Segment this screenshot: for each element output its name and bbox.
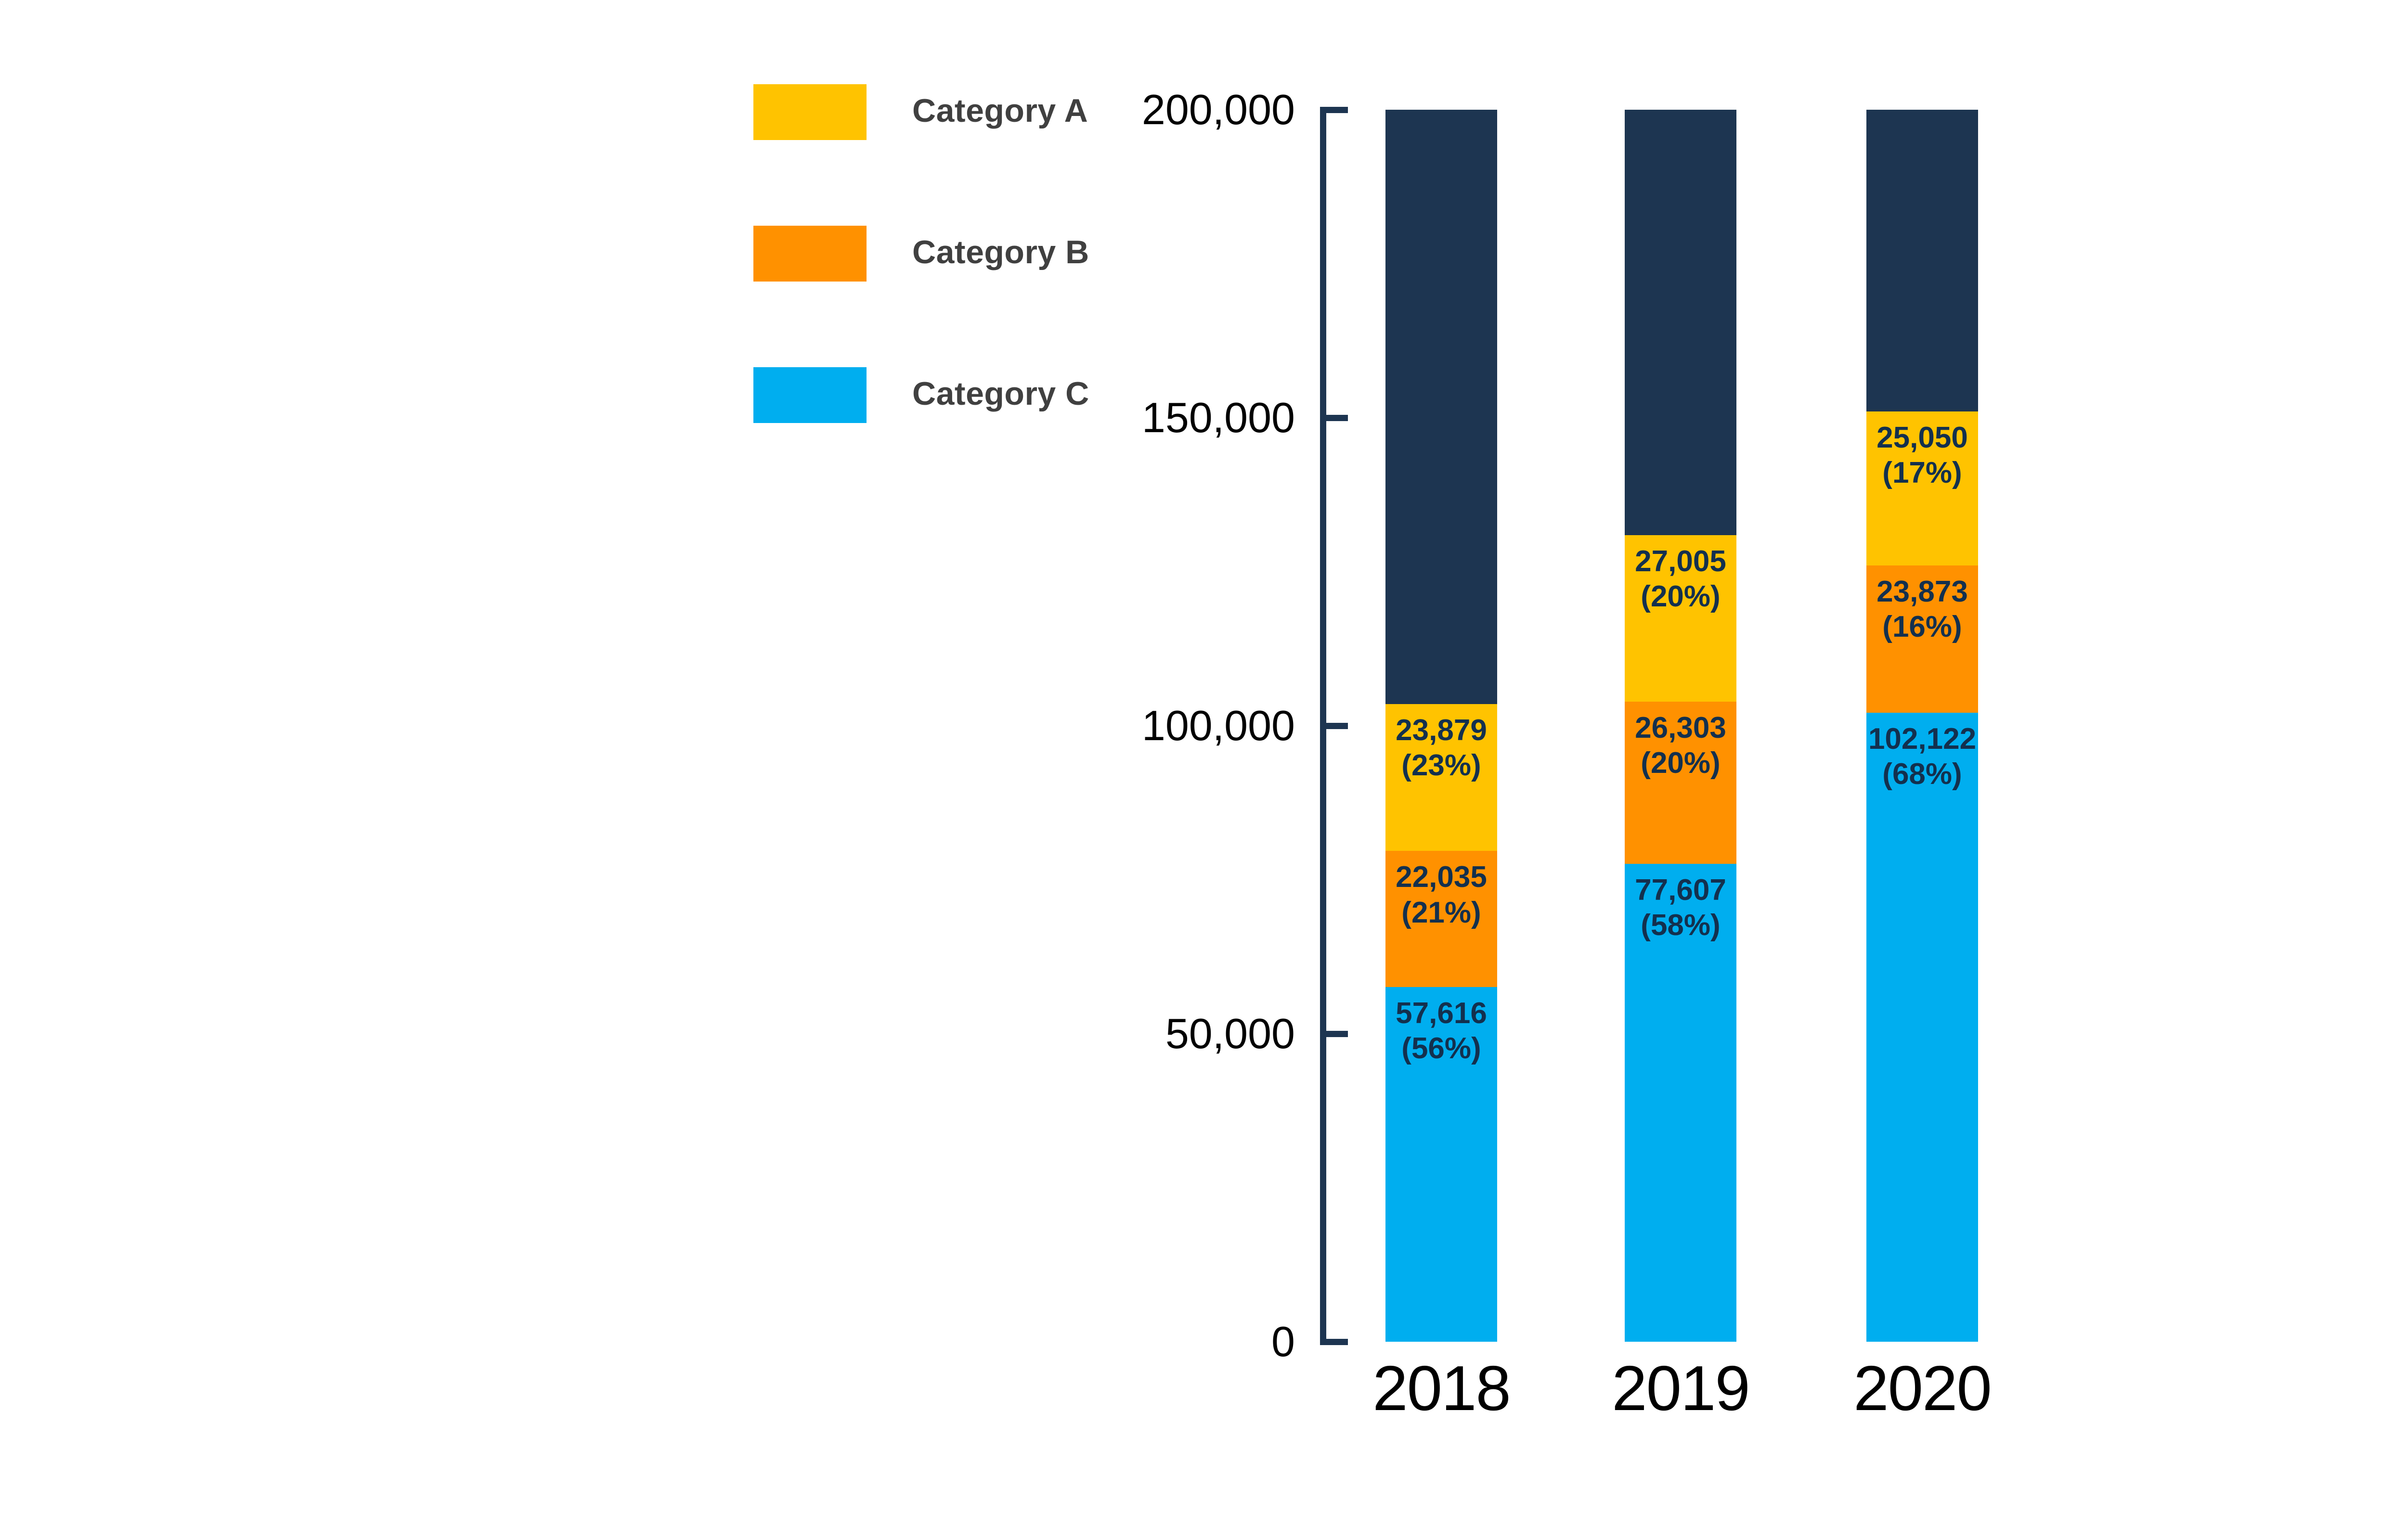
y-axis-tick-mark (1320, 723, 1348, 729)
bar-segment-label: 77,607 (58%) (1625, 873, 1736, 943)
bar-segment-percent: (68%) (1882, 757, 1962, 791)
y-axis-tick-mark (1320, 1339, 1348, 1345)
bar-segment-value: 77,607 (1635, 873, 1726, 907)
bar-segment-percent: (17%) (1882, 456, 1962, 489)
legend-item-label: Category B (912, 234, 1089, 270)
bar-segment-percent: (16%) (1882, 610, 1962, 644)
bar-segment-value: 22,035 (1396, 860, 1487, 894)
bar-segment[interactable] (1385, 110, 1497, 704)
stacked-bar[interactable]: 25,050 (17%) 23,873 (16%) 102,122 (68%) (1866, 110, 1978, 1342)
bar-segment-value: 23,873 (1876, 575, 1968, 609)
bar-segment-label: 57,616 (56%) (1385, 996, 1497, 1066)
bar-segment[interactable]: 26,303 (20%) (1625, 701, 1736, 864)
bar-segment-percent: (23%) (1401, 748, 1481, 782)
y-axis-tick-label: 100,000 (1141, 702, 1295, 749)
y-axis-tick-label: 200,000 (1141, 86, 1295, 133)
bar-segment-value: 25,050 (1876, 421, 1968, 454)
bar-segment-percent: (21%) (1401, 896, 1481, 929)
y-axis-tick-mark (1320, 1031, 1348, 1037)
bar-segment[interactable]: 102,122 (68%) (1866, 712, 1978, 1342)
bar-group[interactable]: 27,005 (20%) 26,303 (20%) 77,607 (58%) (1625, 110, 1736, 1342)
bar-segment[interactable]: 27,005 (20%) (1625, 535, 1736, 702)
y-axis-tick-label: 50,000 (1165, 1010, 1295, 1057)
bar-segment-value: 26,303 (1635, 711, 1726, 744)
legend-swatch-icon (753, 367, 867, 423)
bar-segment-label: 26,303 (20%) (1625, 710, 1736, 781)
legend-item[interactable]: Category B (753, 226, 1089, 367)
bar-group[interactable]: 25,050 (17%) 23,873 (16%) 102,122 (68%) (1866, 110, 1978, 1342)
bar-segment-label: 25,050 (17%) (1866, 420, 1978, 490)
bar-segment[interactable]: 57,616 (56%) (1385, 987, 1497, 1342)
bar-group[interactable]: 23,879 (23%) 22,035 (21%) 57,616 (56%) (1385, 110, 1497, 1342)
bar-segment[interactable]: 23,879 (23%) (1385, 704, 1497, 851)
x-axis-tick-label: 2018 (1372, 1353, 1511, 1424)
bar-segment-percent: (20%) (1641, 580, 1721, 614)
chart-legend: Category A Category B Category C (753, 84, 1089, 509)
legend-swatch-icon (753, 226, 867, 282)
bar-segment[interactable] (1625, 110, 1736, 536)
x-axis-tick-label: 2020 (1853, 1353, 1992, 1424)
y-axis-tick-label: 0 (1271, 1318, 1295, 1365)
legend-item[interactable]: Category A (753, 84, 1089, 226)
y-axis-tick-labels: 0 50,000 100,000 150,000 200,000 (1102, 0, 1295, 1540)
stacked-bar[interactable]: 23,879 (23%) 22,035 (21%) 57,616 (56%) (1385, 110, 1497, 1342)
legend-item[interactable]: Category C (753, 367, 1089, 509)
legend-item-label: Category C (912, 375, 1089, 412)
bar-segment-label: 22,035 (21%) (1385, 860, 1497, 930)
bar-segment-percent: (56%) (1401, 1031, 1481, 1065)
bar-segment[interactable]: 77,607 (58%) (1625, 863, 1736, 1342)
bar-segment-value: 23,879 (1396, 713, 1487, 747)
bar-segment-value: 27,005 (1635, 545, 1726, 578)
bar-segment-label: 102,122 (68%) (1866, 721, 1978, 792)
y-axis-tick-mark (1320, 415, 1348, 421)
bar-segment[interactable]: 25,050 (17%) (1866, 411, 1978, 566)
legend-swatch-icon (753, 84, 867, 140)
legend-item-label: Category A (912, 92, 1088, 129)
bar-segment[interactable]: 23,873 (16%) (1866, 565, 1978, 713)
bar-segment-percent: (58%) (1641, 908, 1721, 942)
y-axis-tick-label: 150,000 (1141, 394, 1295, 441)
bar-segment-label: 23,873 (16%) (1866, 574, 1978, 644)
bar-segment-value: 102,122 (1868, 722, 1977, 756)
stacked-bar[interactable]: 27,005 (20%) 26,303 (20%) 77,607 (58%) (1625, 110, 1736, 1342)
bar-segment-value: 57,616 (1396, 996, 1487, 1030)
bar-segment-label: 27,005 (20%) (1625, 544, 1736, 614)
bar-segment-percent: (20%) (1641, 746, 1721, 780)
bar-segment[interactable]: 22,035 (21%) (1385, 851, 1497, 987)
x-axis-tick-label: 2019 (1612, 1353, 1750, 1424)
bar-segment[interactable] (1866, 110, 1978, 411)
bar-segment-label: 23,879 (23%) (1385, 713, 1497, 783)
y-axis-tick-mark (1320, 107, 1348, 113)
